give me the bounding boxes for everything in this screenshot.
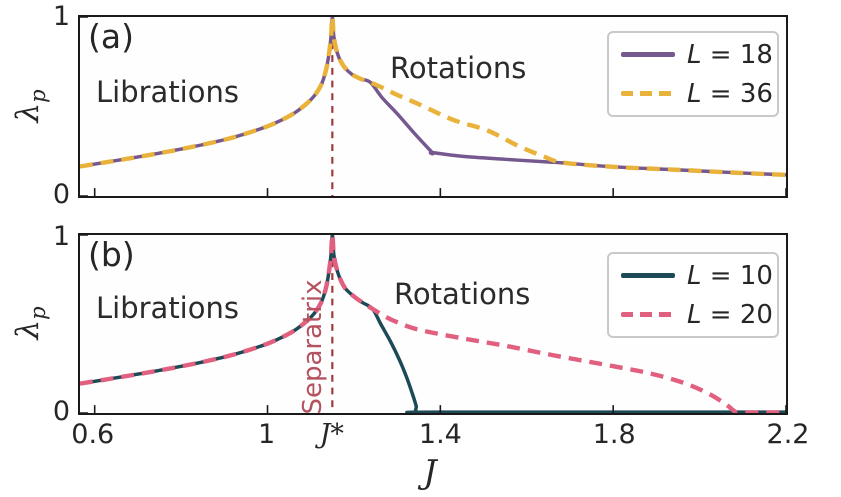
series-curve-L=36 <box>80 17 786 178</box>
legend-var: L <box>687 260 702 291</box>
y-axis-label-b: λp <box>9 306 51 340</box>
x-tick-label-J*: J* <box>319 419 344 450</box>
rotations-label-a: Rotations <box>390 51 527 85</box>
x-tick-label-0.6: 0.6 <box>71 419 115 450</box>
legend-var: L <box>687 39 702 70</box>
panel-b-plot-area <box>80 235 786 413</box>
legend-a: L = 18 L = 36 <box>607 31 779 117</box>
legend-value: = 10 <box>701 260 773 291</box>
series-curve-L=20 <box>80 235 786 413</box>
panel-b: (b) Librations Rotations Separatrix L = … <box>78 233 788 415</box>
x-tick-label-1.4: 1.4 <box>418 419 462 450</box>
librations-label-a: Librations <box>96 75 239 109</box>
legend-label-L36: L = 36 <box>687 79 773 109</box>
panel-a: (a) Librations Rotations L = 18 L = 36 <box>78 15 788 198</box>
x-tick-labels: 0.6 1 J* 1.4 1.8 2.2 <box>0 419 841 450</box>
x-tick-label-2.2: 2.2 <box>766 419 810 450</box>
y-tick-1-panel-b: 1 <box>52 221 70 252</box>
legend-value: = 18 <box>701 39 773 70</box>
legend-value: = 20 <box>701 299 773 330</box>
legend-line-swatch-L20 <box>621 312 675 317</box>
x-tick-label-1.8: 1.8 <box>592 419 636 450</box>
separatrix-label: Separatrix <box>298 279 328 415</box>
legend-line-swatch-L10 <box>621 273 675 278</box>
legend-value: = 36 <box>701 78 773 109</box>
legend-entry-L18: L = 18 <box>609 40 777 70</box>
x-tick-label-1: 1 <box>257 419 276 450</box>
legend-label-L20: L = 20 <box>687 300 773 330</box>
legend-line-swatch-L18 <box>621 52 675 57</box>
axis-tick-marks <box>80 235 786 413</box>
legend-var: L <box>687 299 702 330</box>
legend-label-L10: L = 10 <box>687 261 773 291</box>
panel-a-label: (a) <box>88 17 134 56</box>
legend-entry-L10: L = 10 <box>609 261 777 291</box>
legend-entry-L36: L = 36 <box>609 79 777 109</box>
x-axis-label: J <box>423 452 437 491</box>
librations-label-b: Librations <box>96 291 239 325</box>
panel-b-label: (b) <box>88 235 135 274</box>
y-axis-label-a: λp <box>9 89 51 123</box>
legend-entry-L20: L = 20 <box>609 300 777 330</box>
panel-a-plot-area <box>80 17 786 196</box>
legend-line-swatch-L36 <box>621 91 675 96</box>
y-tick-0-panel-b: 0 <box>52 396 70 427</box>
legend-var: L <box>687 78 702 109</box>
legend-b: L = 10 L = 20 <box>607 252 779 338</box>
axis-tick-marks <box>80 17 786 196</box>
y-tick-1-panel-a: 1 <box>52 1 70 32</box>
rotations-label-b: Rotations <box>394 277 531 311</box>
y-tick-0-panel-a: 0 <box>52 179 70 210</box>
legend-label-L18: L = 18 <box>687 40 773 70</box>
